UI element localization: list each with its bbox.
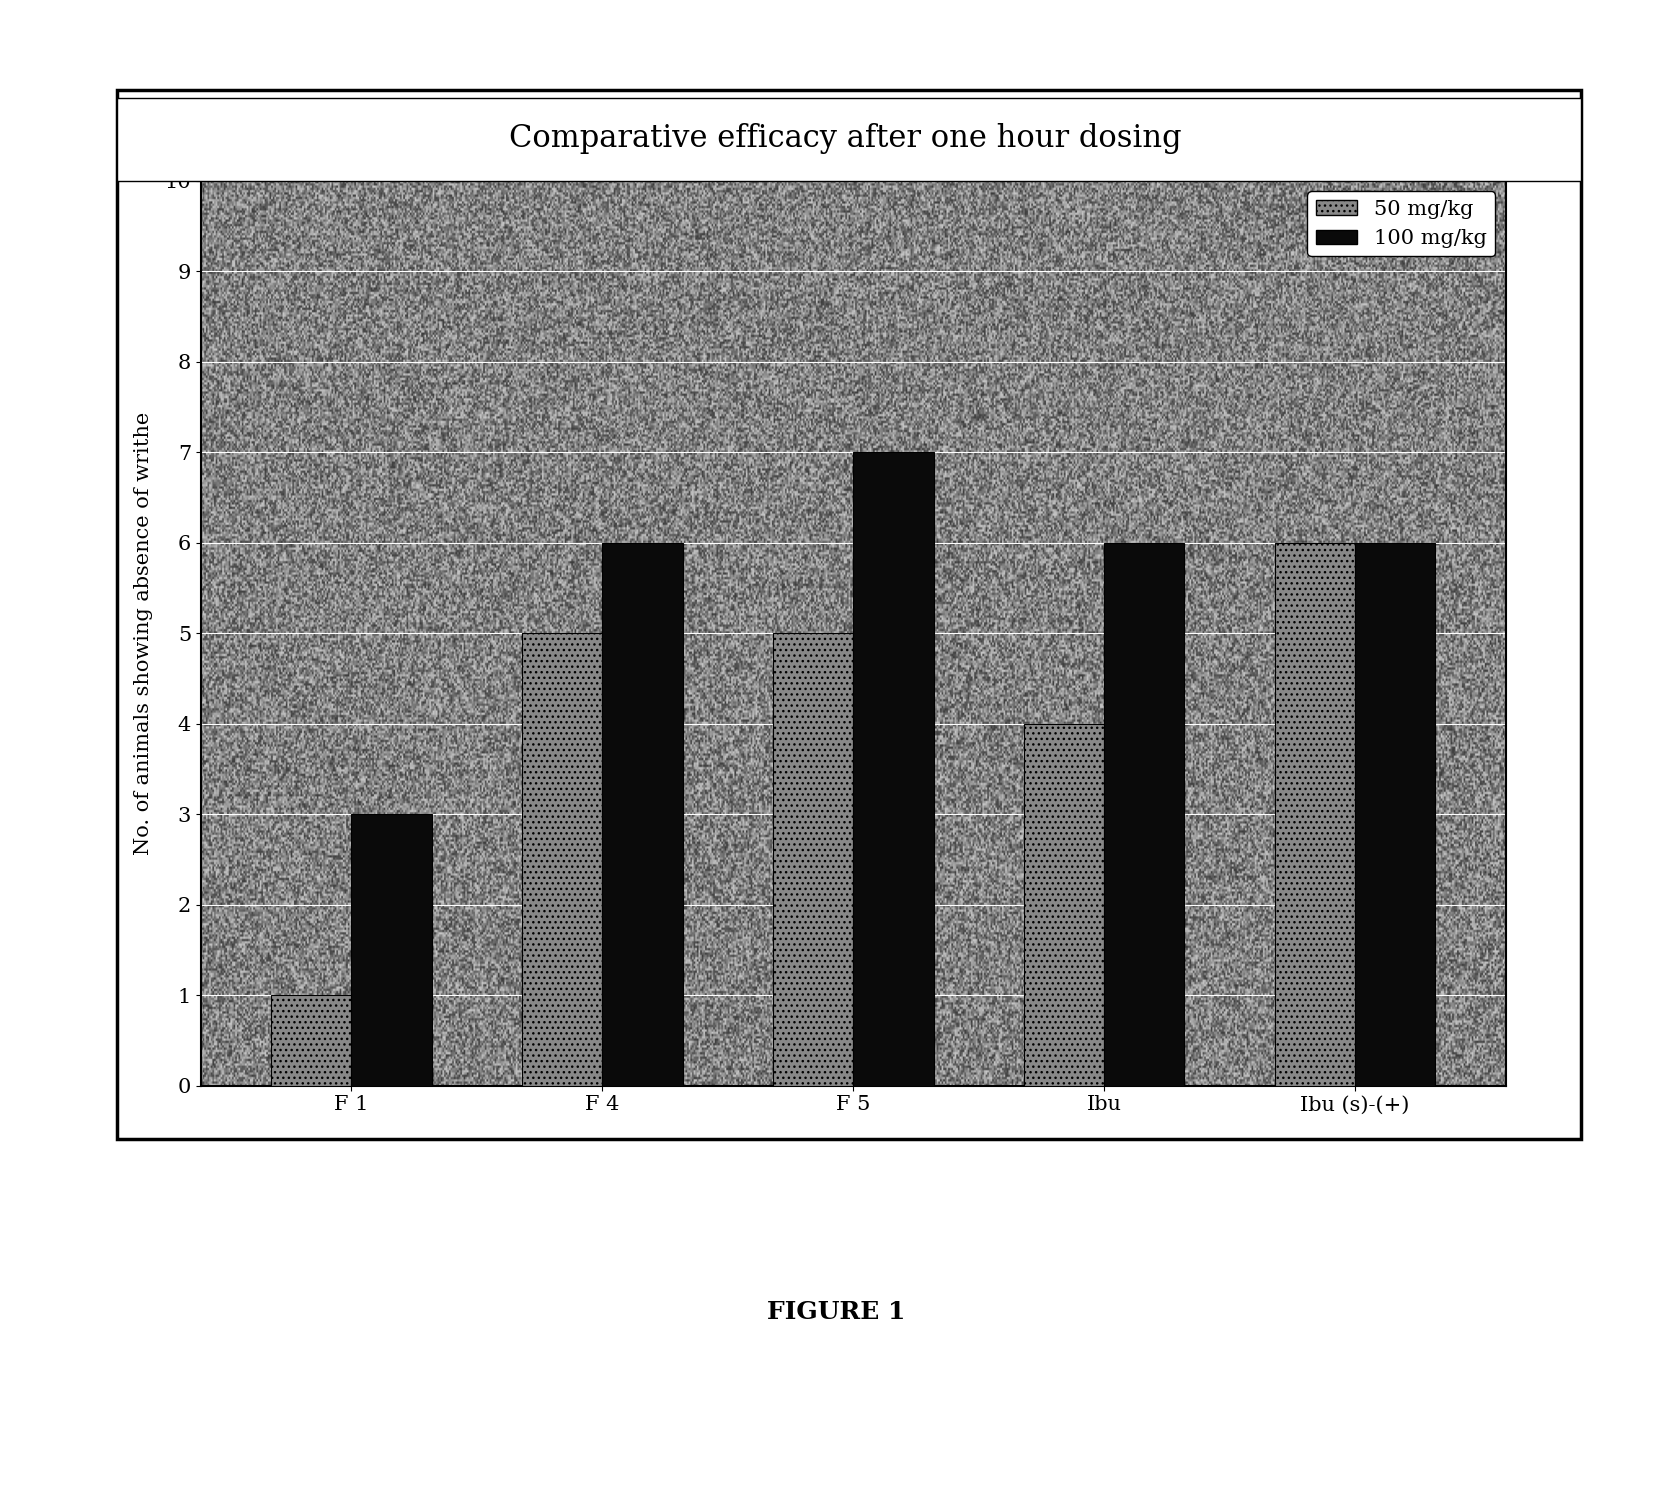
Bar: [271, 995, 351, 1086]
Bar: [773, 633, 853, 1086]
Y-axis label: No. of animals showing absence of writhe: No. of animals showing absence of writhe: [134, 412, 154, 855]
Text: Comparative efficacy after one hour dosing: Comparative efficacy after one hour dosi…: [509, 124, 1181, 154]
Text: FIGURE 1: FIGURE 1: [768, 1300, 905, 1324]
Bar: [602, 543, 683, 1086]
Bar: [1024, 724, 1104, 1086]
Bar: [522, 633, 602, 1086]
Bar: [1104, 543, 1184, 1086]
Bar: [351, 814, 432, 1086]
Bar: [1355, 543, 1435, 1086]
Bar: [1275, 543, 1355, 1086]
Legend: 50 mg/kg, 100 mg/kg: 50 mg/kg, 100 mg/kg: [1307, 192, 1496, 256]
Bar: [853, 452, 934, 1086]
